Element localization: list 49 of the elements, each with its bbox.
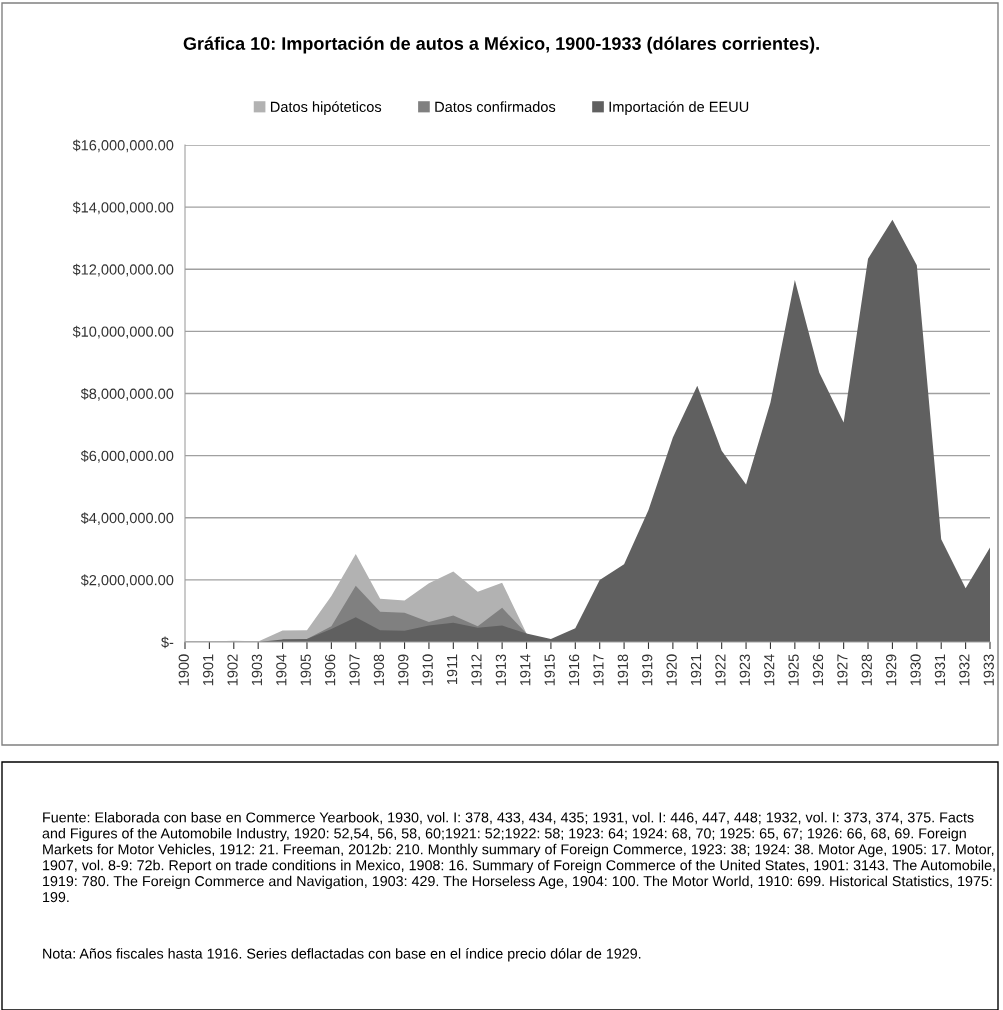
y-tick-label: $4,000,000.00 [80,512,174,525]
x-tick-label: 1927 [837,654,848,686]
x-tick-label: 1910 [422,654,433,686]
x-tick-label: 1933 [983,654,994,686]
x-tick-label: 1931 [934,654,946,686]
x-tick-label: 1929 [886,654,897,686]
y-tick-label: $8,000,000.00 [80,387,174,401]
y-tick-label: $6,000,000.00 [80,450,174,463]
x-tick-label: 1907 [349,654,360,686]
x-tick-label: 1903 [251,654,263,686]
x-tick-label: 1924 [764,654,775,686]
x-tick-label: 1930 [910,654,921,686]
y-tick-label: $2,000,000.00 [80,574,174,588]
x-tick-label: 1926 [812,654,824,686]
x-tick-label: 1908 [373,654,385,686]
x-tick-label: 1911 [446,654,458,685]
x-tick-label: 1928 [861,654,872,686]
chart-title: Gráfica 10: Importación de autos a México, 1900-1933 (dólares corrientes). [183,36,819,54]
x-tick-label: 1925 [788,654,799,686]
x-tick-label: 1913 [495,654,507,686]
x-tick-label: 1917 [593,654,604,686]
x-tick-label: 1923 [739,654,750,686]
x-tick-label: 1912 [471,654,482,686]
x-tick-label: 1905 [300,654,311,686]
x-tick-label: 1932 [959,654,970,686]
x-tick-label: 1902 [227,654,238,686]
x-tick-label: 1904 [276,654,287,686]
legend-label: Datos confirmados [435,101,556,113]
legend-label: Importación de EEUU [609,101,749,115]
x-tick-label: 1922 [715,654,726,686]
y-tick-label: $12,000,000.00 [72,263,174,277]
x-tick-label: 1916 [568,654,580,686]
x-tick-label: 1920 [666,654,677,686]
text: Nota: Años fiscales hasta 1916. Series deflactadas con base en el índice precio dólar de 1929. [43,948,641,962]
y-tick-label: $16,000,000.00 [72,139,174,153]
x-tick-label: 1901 [202,654,214,686]
x-tick-label: 1915 [544,654,555,686]
x-tick-label: 1909 [398,654,409,686]
legend-label: Datos hipóteticos [270,101,382,115]
y-tick-label: $14,000,000.00 [72,201,174,215]
source-note: Fuente: Elaborada con base en Commerce Yearbook, 1930, vol. I: 378, 433, 434, 435; 1931, vol. I: 446, 447, 448; 1932, vol. I: 373, 374, 375. Facts and Figures of the Automobile Industry, 1920: 52,54, 56, 58, 60;1921: 52;1922: 58; 1923: 64; 1924: 68, 70; 1925: 65, 67; 1926: 66, 68, 69. Foreign Markets for Motor Vehicles, 1912: 21. Freeman, 2012b: 210. Monthly summary of Foreign Commerce, 1923: 38; 1924: 38. Motor Age, 1905: 17. Motor, 1907, vol. 8-9: 72b. Report on trade conditions in Mexico, 1908: 16. Summary of Foreign Commerce of the United States, 1901: 3143. The Automobile, 1919: 780. The Foreign Commerce and Navigation, 1903: 429. The Horseless Age, 1904: 100. The Motor World, 1910: 699. Historical Statistics, 1975: 199. [42,812,995,903]
y-tick-label: $10,000,000.00 [72,325,174,339]
x-tick-label: 1918 [617,654,629,686]
x-tick-label: 1914 [520,654,531,686]
x-tick-label: 1919 [642,654,653,686]
x-tick-label: 1900 [178,654,189,686]
y-tick-label: $- [161,636,174,649]
x-tick-label: 1906 [324,654,336,686]
x-tick-label: 1921 [690,654,702,686]
